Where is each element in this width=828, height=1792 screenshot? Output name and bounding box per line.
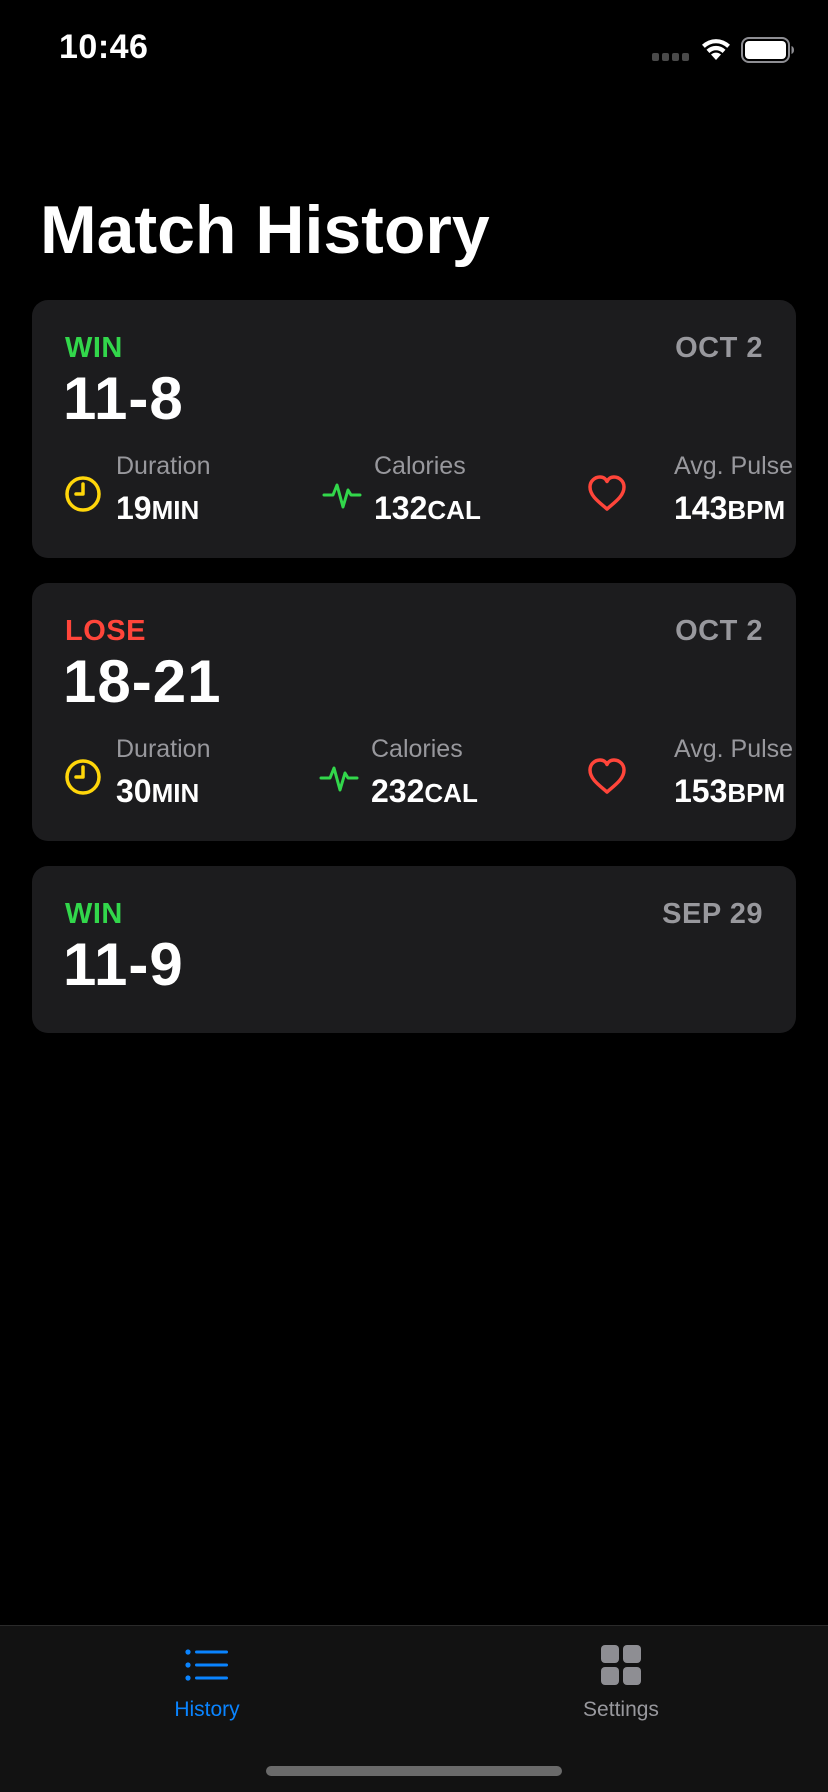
calories-number: 132: [374, 490, 428, 526]
tab-bar: History Settings: [0, 1625, 828, 1792]
match-date: OCT 2: [675, 332, 763, 364]
battery-icon: [741, 37, 794, 63]
duration-metric: Duration 30MIN: [63, 735, 263, 815]
clock-icon: [65, 759, 101, 795]
calories-label: Calories: [374, 452, 466, 480]
pulse-number: 153: [674, 773, 728, 809]
tab-history[interactable]: History: [0, 1626, 414, 1736]
duration-number: 30: [116, 773, 152, 809]
match-card[interactable]: LOSE OCT 2 18-21 Duration 30MIN Calories…: [32, 583, 796, 841]
duration-metric: Duration 19MIN: [63, 452, 263, 532]
tab-history-label: History: [174, 1698, 240, 1721]
calories-value: 132CAL: [374, 490, 481, 527]
duration-unit: MIN: [151, 778, 200, 808]
match-date: OCT 2: [675, 615, 763, 647]
pulse-metric: Avg. Pulse 153BPM: [587, 735, 793, 815]
match-score: 11-8: [63, 365, 184, 432]
duration-value: 30MIN: [116, 773, 199, 810]
pulse-unit: BPM: [727, 495, 786, 525]
grid-icon: [601, 1645, 641, 1685]
pulse-unit: BPM: [727, 778, 786, 808]
pulse-value: 143BPM: [674, 490, 785, 527]
match-score: 11-9: [63, 931, 184, 998]
match-date: SEP 29: [662, 898, 763, 930]
pulse-label: Avg. Pulse: [674, 452, 794, 480]
page-title: Match History: [40, 192, 490, 268]
heart-icon: [588, 475, 626, 511]
calories-metric: Calories 132CAL: [322, 452, 542, 532]
match-result: LOSE: [65, 615, 146, 647]
duration-label: Duration: [116, 452, 211, 480]
duration-number: 19: [116, 490, 152, 526]
calories-number: 232: [371, 773, 425, 809]
calories-unit: CAL: [427, 495, 481, 525]
home-indicator: [266, 1766, 562, 1776]
calories-unit: CAL: [424, 778, 478, 808]
tab-settings[interactable]: Settings: [414, 1626, 828, 1736]
duration-value: 19MIN: [116, 490, 199, 527]
pulse-number: 143: [674, 490, 728, 526]
duration-label: Duration: [116, 735, 211, 763]
match-score: 18-21: [63, 648, 222, 715]
status-bar: 10:46: [0, 0, 828, 100]
heartbeat-icon: [322, 483, 362, 509]
clock-icon: [65, 476, 101, 512]
calories-metric: Calories 232CAL: [319, 735, 539, 815]
calories-label: Calories: [371, 735, 463, 763]
status-time: 10:46: [59, 28, 149, 66]
pulse-metric: Avg. Pulse 143BPM: [587, 452, 793, 532]
match-card[interactable]: WIN OCT 2 11-8 Duration 19MIN Calories 1…: [32, 300, 796, 558]
heart-icon: [588, 758, 626, 794]
duration-unit: MIN: [151, 495, 200, 525]
heartbeat-icon: [319, 766, 359, 792]
list-icon: [185, 1649, 228, 1681]
calories-value: 232CAL: [371, 773, 478, 810]
wifi-icon: [702, 39, 730, 60]
match-card[interactable]: WIN SEP 29 11-9: [32, 866, 796, 1033]
match-result: WIN: [65, 898, 123, 930]
match-result: WIN: [65, 332, 123, 364]
tab-settings-label: Settings: [583, 1698, 659, 1721]
pulse-label: Avg. Pulse: [674, 735, 794, 763]
pulse-value: 153BPM: [674, 773, 785, 810]
cellular-signal-icon: [652, 53, 690, 61]
